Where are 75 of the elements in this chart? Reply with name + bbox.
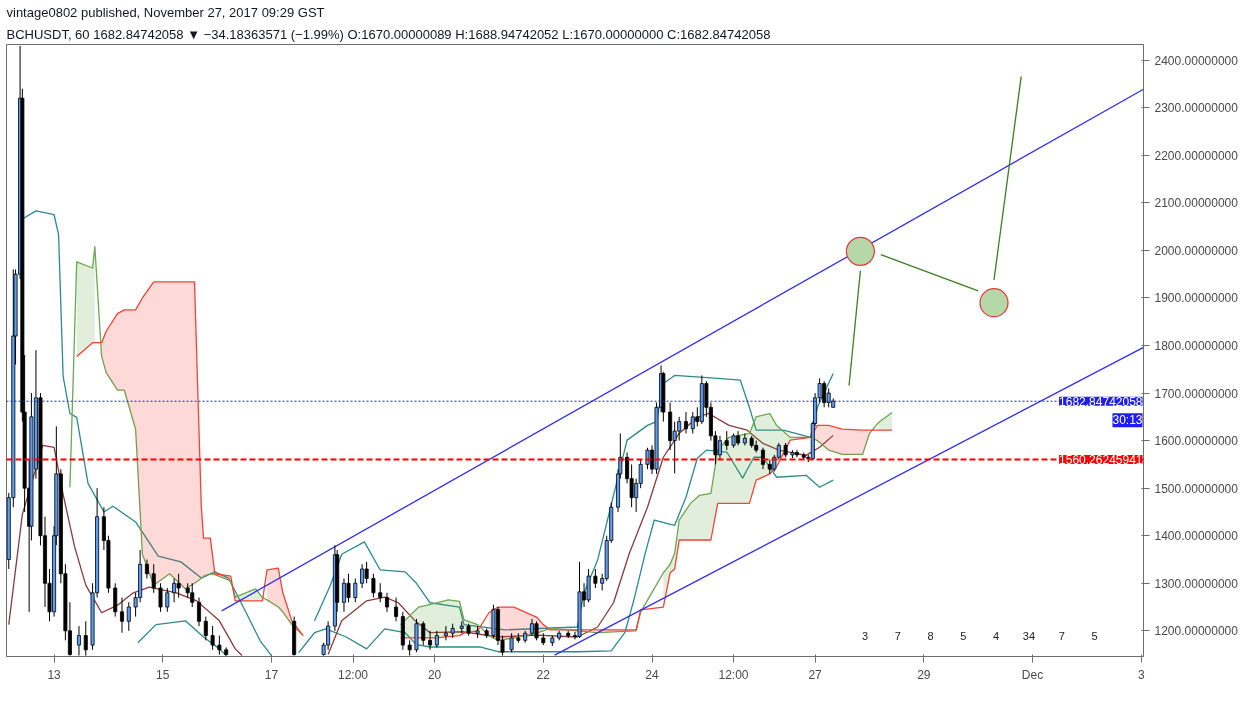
annotation: 5 [1091, 629, 1098, 642]
y-tick-label: 1600.00000000 [1154, 434, 1239, 449]
annotation: 7 [894, 629, 901, 642]
x-tick-label: 29 [917, 667, 931, 682]
annotation: 5 [960, 629, 967, 642]
annotation: 3 [861, 629, 868, 642]
candlestick [509, 632, 514, 653]
candlestick [203, 616, 208, 641]
candlestick [346, 573, 351, 603]
y-tick-label: 2100.00000000 [1154, 196, 1239, 211]
candlestick [176, 573, 181, 599]
candlestick [645, 447, 650, 470]
candlestick [443, 625, 448, 641]
candlestick [761, 447, 765, 470]
x-tick-label: 17 [264, 667, 279, 682]
candlestick [197, 597, 202, 627]
annotation: 7 [1058, 629, 1065, 642]
candlestick [364, 561, 369, 584]
y-tick-label: 2400.00000000 [1154, 53, 1239, 68]
candlestick [371, 573, 376, 599]
y-tick-label: 2000.00000000 [1154, 243, 1239, 258]
candlestick [151, 563, 156, 594]
x-tick-label: 3 [1137, 667, 1145, 682]
y-tick-label: 1200.00000000 [1154, 624, 1239, 639]
y-tick-label: 2200.00000000 [1154, 148, 1239, 163]
x-tick-label: 24 [645, 667, 660, 682]
candlestick [113, 582, 118, 618]
candlestick [83, 620, 88, 657]
ref-line-label: 1682.84742058 [1059, 394, 1143, 409]
candlestick [126, 601, 131, 632]
candlestick [742, 432, 747, 446]
x-tick-label: Dec [1021, 667, 1044, 682]
y-tick-label: 1300.00000000 [1154, 576, 1239, 591]
candlestick [120, 597, 124, 634]
candlestick [353, 578, 358, 603]
y-tick-label: 1700.00000000 [1154, 386, 1239, 401]
chart-title: vintage0802 published, November 27, 2017 09:29 GST [6, 5, 325, 20]
candlestick [593, 568, 598, 589]
candlestick [428, 630, 433, 651]
annotation: 30:13 [1112, 413, 1143, 428]
candlestick [385, 592, 389, 613]
y-tick-label: 1400.00000000 [1154, 529, 1239, 544]
ref-line-label: 1560.26245941 [1059, 453, 1143, 468]
x-tick-label: 12:00 [718, 667, 749, 682]
y-tick-label: 1900.00000000 [1154, 291, 1239, 306]
candlestick [394, 597, 399, 622]
annotation: 4 [993, 629, 1000, 642]
candlestick [144, 558, 149, 580]
y-tick-label: 1500.00000000 [1154, 481, 1239, 496]
candlestick [76, 625, 81, 657]
candlestick [421, 620, 426, 646]
candlestick [684, 411, 688, 434]
chart-subtitle: BCHUSDT, 60 1682.84742058 ▼ −34.18363571 (−1.99%) O:1670.00000089 H:1688.94742052 L:1670.00000000 C:1682.84742058 [6, 27, 771, 42]
x-tick-label: 27 [808, 667, 823, 682]
candlestick [217, 635, 222, 656]
x-tick-label: 20 [427, 667, 442, 682]
x-tick-label: 22 [536, 667, 551, 682]
annotation: 34 [1022, 629, 1036, 642]
candlestick [378, 582, 383, 603]
candlestick [172, 578, 177, 603]
y-tick-label: 1800.00000000 [1154, 339, 1239, 354]
x-tick-label: 12:00 [338, 667, 369, 682]
candlestick [724, 430, 729, 451]
y-tick-label: 2300.00000000 [1154, 101, 1239, 116]
candlestick [158, 582, 163, 613]
annotation: 8 [927, 629, 934, 642]
candlestick [826, 387, 831, 408]
x-tick-label: 13 [47, 667, 62, 682]
candlestick [534, 620, 539, 641]
candlestick [165, 587, 170, 613]
candlestick [360, 563, 365, 589]
candlestick [210, 625, 215, 651]
candlestick [586, 568, 591, 603]
candlestick [717, 435, 722, 461]
x-tick-label: 15 [156, 667, 170, 682]
